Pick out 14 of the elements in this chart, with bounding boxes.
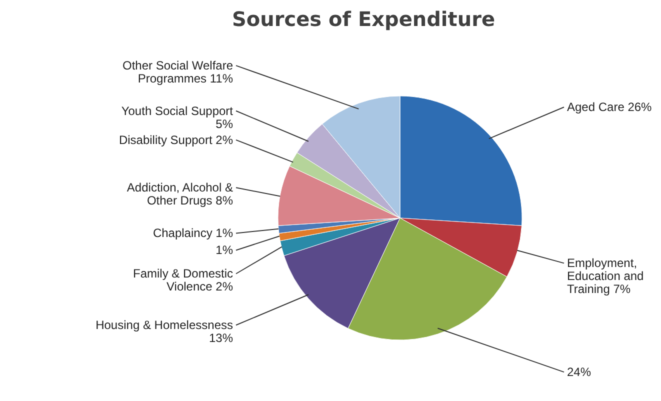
chart-title: Sources of Expenditure — [232, 7, 496, 31]
slice-label: Aged Care 26% — [567, 100, 652, 114]
slice-label: Employment, Education and Training 7% — [567, 256, 644, 296]
data-label: 1% — [216, 243, 234, 258]
slice-label: Chaplaincy 1% — [152, 226, 234, 240]
slice-label: Family & Domestic Violence 2% — [132, 266, 234, 294]
slice-label: Addiction, Alcohol & Other Drugs 8% — [126, 180, 234, 208]
data-label: 13% — [208, 331, 234, 346]
slice-label: Disability Support 2% — [118, 132, 234, 147]
data-label: 24% — [567, 365, 592, 380]
data-label: 5% — [216, 116, 234, 131]
slice-label: Housing & Homelessness — [96, 318, 233, 332]
slice-label: Youth Social Support — [121, 104, 234, 118]
slice-label: Other Social Welfare Programmes 11% — [122, 58, 234, 86]
